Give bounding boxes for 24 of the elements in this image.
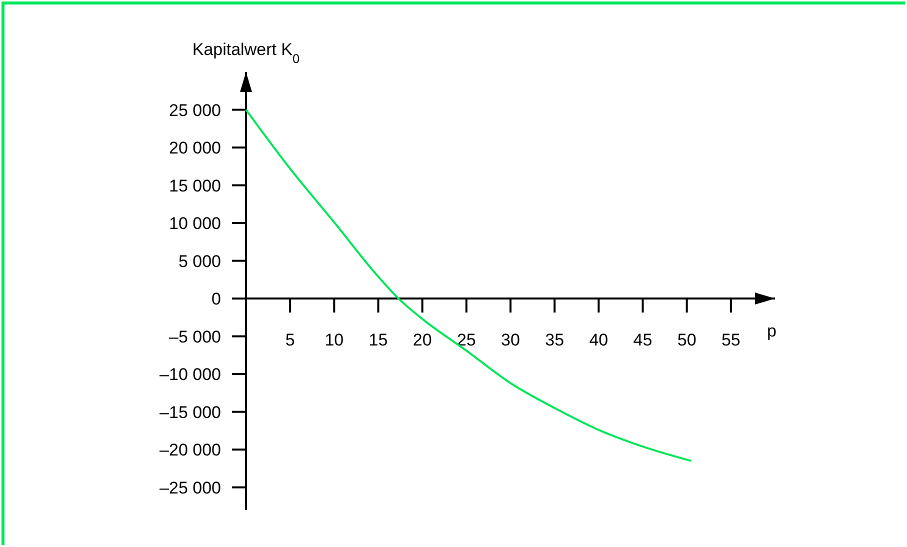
x-tick-label: 35: [545, 330, 564, 350]
y-tick-label: –15 000: [160, 402, 221, 422]
x-axis-title: p: [767, 322, 776, 341]
y-tick-label: 15 000: [169, 176, 221, 196]
y-tick-label: 20 000: [169, 138, 221, 158]
y-tick-label: –20 000: [160, 440, 221, 460]
x-tick-label: 25: [456, 330, 476, 350]
x-tick-label: 20: [412, 330, 432, 350]
y-tick-label: 25 000: [169, 100, 221, 120]
x-tick-label: 10: [324, 330, 344, 350]
y-axis-title: Kapitalwert K$_{0}$: [192, 40, 300, 66]
y-tick-label: 5 000: [178, 252, 221, 271]
y-tick-label: –5 000: [169, 327, 221, 346]
y-tick-label: –10 000: [160, 365, 221, 384]
x-tick-label: 15: [368, 330, 388, 350]
x-tick-label: 5: [285, 330, 295, 350]
y-tick-label: 10 000: [169, 214, 221, 234]
x-tick-label: 40: [589, 330, 608, 350]
x-tick-label: 30: [501, 330, 520, 350]
x-tick-label: 45: [633, 330, 652, 350]
y-tick-label: 0: [212, 290, 221, 309]
x-tick-label: 55: [721, 330, 740, 350]
x-tick-label: 50: [677, 330, 696, 350]
y-tick-label: –25 000: [160, 478, 221, 498]
